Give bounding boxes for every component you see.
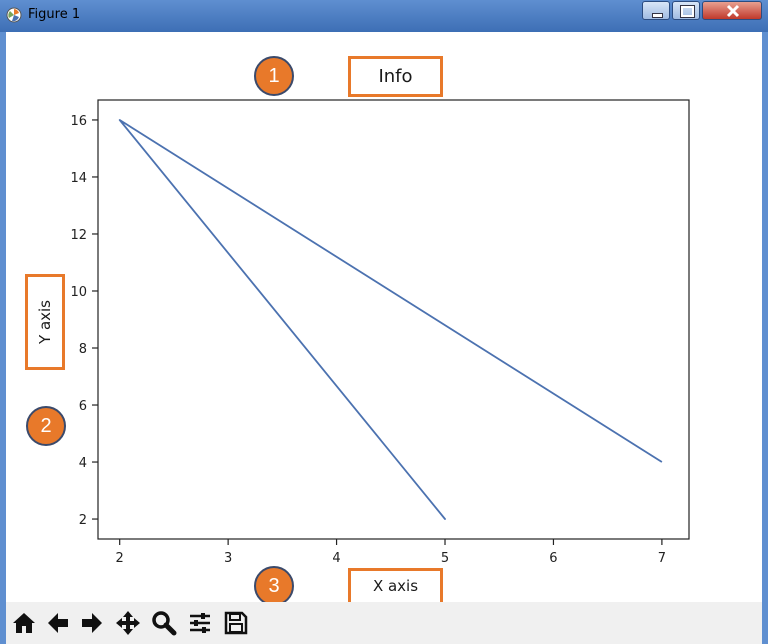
configure-subplots-icon	[190, 613, 210, 633]
x-tick-label: 4	[332, 551, 340, 566]
title-highlight-box: Info	[348, 56, 443, 97]
chart-title: Info	[378, 66, 413, 87]
save-button[interactable]	[220, 606, 252, 640]
title-bar[interactable]: Figure 1	[0, 0, 768, 32]
window-title: Figure 1	[28, 7, 81, 22]
close-button[interactable]	[702, 1, 762, 20]
maximize-button[interactable]	[672, 1, 700, 20]
y-axis-label: Y axis	[36, 300, 54, 344]
series-line-1	[118, 119, 663, 520]
y-tick-label: 16	[70, 114, 87, 129]
y-tick-label: 10	[70, 285, 87, 300]
navigation-toolbar	[6, 602, 762, 644]
y-tick-label: 2	[79, 513, 87, 528]
x-tick-label: 6	[549, 551, 557, 566]
pan-icon	[116, 611, 140, 635]
x-tick-label: 3	[224, 551, 232, 566]
x-tick-label: 7	[658, 551, 666, 566]
home-icon	[13, 613, 35, 633]
back-button[interactable]	[42, 606, 74, 640]
x-tick-label: 5	[441, 551, 449, 566]
y-tick-label: 12	[70, 228, 87, 243]
pan-button[interactable]	[112, 606, 144, 640]
home-button[interactable]	[8, 606, 40, 640]
back-arrow-icon	[48, 613, 68, 633]
forward-arrow-icon	[82, 613, 102, 633]
close-icon	[726, 4, 740, 18]
forward-button[interactable]	[76, 606, 108, 640]
ylabel-highlight-box: Y axis	[25, 274, 65, 370]
matplotlib-icon	[6, 7, 22, 23]
zoom-button[interactable]	[148, 606, 180, 640]
axes-frame	[97, 99, 690, 540]
annotation-badge-1: 1	[254, 56, 294, 96]
zoom-icon	[152, 611, 177, 636]
x-axis-label: X axis	[372, 577, 419, 595]
y-tick-label: 14	[70, 171, 87, 186]
annotation-badge-3: 3	[254, 566, 294, 606]
x-tick-label: 2	[116, 551, 124, 566]
minimize-button[interactable]	[642, 1, 670, 20]
figure-frame	[0, 32, 768, 644]
y-tick-label: 6	[79, 399, 87, 414]
configure-subplots-button[interactable]	[184, 606, 216, 640]
y-tick-label: 4	[79, 456, 87, 471]
annotation-badge-2: 2	[26, 406, 66, 446]
y-tick-label: 8	[79, 342, 87, 357]
save-icon	[224, 611, 248, 635]
